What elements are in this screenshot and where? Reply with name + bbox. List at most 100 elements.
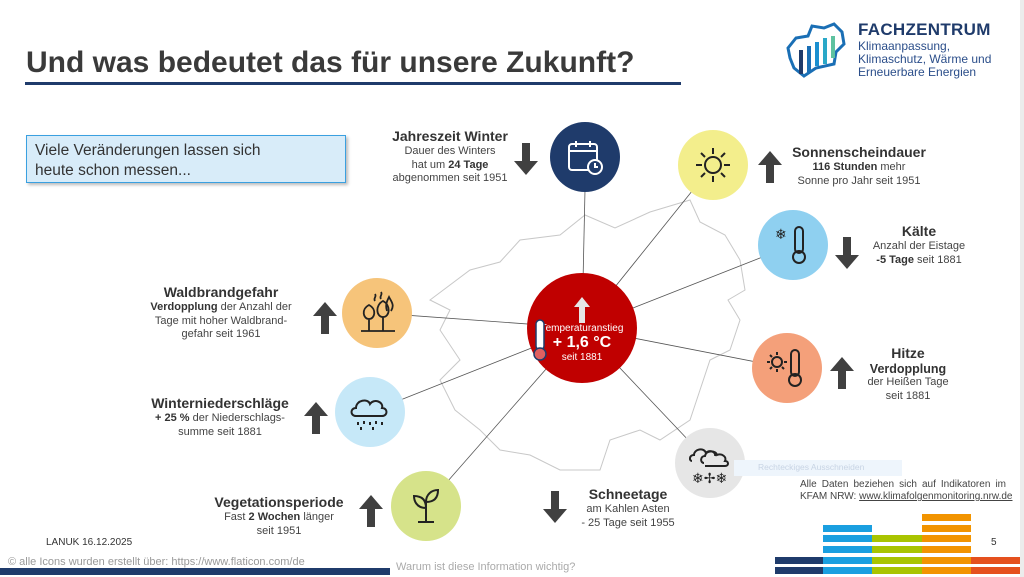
logo-text: FACHZENTRUM Klimaanpassung, Klimaschutz,… xyxy=(858,20,991,79)
indicator-vegetation: Vegetationsperiode Fast 2 Wochen länger … xyxy=(206,493,352,538)
bar-segment xyxy=(922,557,971,564)
up-arrow-icon xyxy=(830,357,854,389)
snow-cloud-icon: ❄✢❄ xyxy=(675,428,745,498)
rain-cloud-icon xyxy=(335,377,405,447)
indicator-winter: Jahreszeit Winter Dauer des Winters hat … xyxy=(388,127,512,186)
indicator-heading: Kälte xyxy=(901,223,937,239)
indicator-heat: Hitze Verdopplung der Heißen Tage seit 1… xyxy=(860,344,956,403)
right-edge xyxy=(1020,0,1024,577)
down-arrow-icon xyxy=(514,143,538,175)
footer-bar xyxy=(0,568,390,575)
indicator-text: seit 1951 xyxy=(256,524,302,537)
source-text: Alle Daten beziehen sich auf Indikatoren… xyxy=(800,479,1006,490)
svg-text:❄✢❄: ❄✢❄ xyxy=(692,470,727,485)
up-arrow-icon xyxy=(304,402,328,434)
center-since: seit 1881 xyxy=(561,352,603,363)
bar-segment xyxy=(922,535,971,542)
indicator-snow: Schneetage am Kahlen Asten - 25 Tage sei… xyxy=(568,485,688,530)
bar-segment xyxy=(823,557,872,564)
indicator-heading: Schneetage xyxy=(588,486,668,502)
bar-segment xyxy=(922,546,971,553)
indicator-heading: Vegetationsperiode xyxy=(214,494,344,510)
indicator-value: 2 Wochen xyxy=(248,511,301,523)
indicator-text: am Kahlen Asten xyxy=(586,503,670,515)
calendar-icon xyxy=(550,122,620,192)
indicator-text: abgenommen seit 1951 xyxy=(392,172,508,184)
indicator-text: Dauer des Winters xyxy=(404,145,496,157)
down-arrow-icon xyxy=(543,491,567,523)
svg-text:❄: ❄ xyxy=(775,226,787,242)
bar-segment xyxy=(823,535,872,542)
source-link[interactable]: www.klimafolgenmonitoring.nrw.de xyxy=(859,491,1013,502)
thermometer-hot-icon xyxy=(752,333,822,403)
indicator-rain: Winterniederschläge + 25 % der Niedersch… xyxy=(142,394,298,439)
up-arrow-icon xyxy=(313,302,337,334)
bar-segment xyxy=(823,567,872,574)
bar-segment xyxy=(823,525,872,532)
indicator-value: 116 Stunden xyxy=(812,161,878,173)
icon-credits: © alle Icons wurden erstellt über: https… xyxy=(8,556,305,568)
snipping-tooltip: Rechteckiges Ausschneiden xyxy=(734,460,902,476)
indicator-value: Verdopplung xyxy=(869,362,947,376)
up-arrow-icon xyxy=(359,495,383,527)
callout-line: heute schon messen... xyxy=(35,162,191,179)
nrw-map-outline xyxy=(429,199,746,471)
bar-segment xyxy=(872,567,922,574)
center-temperature-circle: Temperaturanstieg + 1,6 °C seit 1881 xyxy=(527,273,637,383)
footer-question[interactable]: Warum ist diese Information wichtig? xyxy=(396,561,576,573)
callout-line: Viele Veränderungen lassen sich xyxy=(35,142,261,159)
indicator-heading: Jahreszeit Winter xyxy=(392,128,508,144)
indicator-heading: Waldbrandgefahr xyxy=(163,284,279,300)
logo-name: FACHZENTRUM xyxy=(858,20,991,39)
indicator-text: der Niederschlags- xyxy=(189,412,285,424)
bar-segment xyxy=(823,546,872,553)
footer-date: LANUK 16.12.2025 xyxy=(46,537,133,548)
source-note: Alle Daten beziehen sich auf Indikatoren… xyxy=(800,479,1006,491)
indicator-text: seit 1881 xyxy=(914,253,962,266)
indicator-value: -5 Tage xyxy=(876,253,914,266)
source-line: KFAM NRW: www.klimafolgenmonitoring.nrw.… xyxy=(800,491,1013,502)
logo-line: Erneuerbare Energien xyxy=(858,65,977,79)
indicator-text: Tage mit hoher Waldbrand- xyxy=(154,314,288,327)
slide-title: Und was bedeutet das für unsere Zukunft? xyxy=(26,46,635,79)
indicator-heading: Sonnenscheindauer xyxy=(792,144,926,160)
indicator-text: mehr xyxy=(877,161,906,173)
logo-line: Klimaschutz, Wärme und xyxy=(858,52,992,66)
indicator-value: 24 Tage xyxy=(448,158,489,171)
bar-segment xyxy=(971,557,1020,564)
indicator-text: hat um xyxy=(411,158,449,171)
up-arrow-icon xyxy=(574,297,590,323)
thermometer-icon xyxy=(533,319,547,361)
indicator-text: Anzahl der Eistage xyxy=(872,240,966,252)
title-underline xyxy=(25,82,681,85)
forest-fire-icon xyxy=(342,278,412,348)
bar-segment xyxy=(922,567,971,574)
thermometer-cold-icon: ❄ xyxy=(758,210,828,280)
indicator-text: - 25 Tage seit 1955 xyxy=(581,516,675,529)
down-arrow-icon xyxy=(835,237,859,269)
indicator-cold: Kälte Anzahl der Eistage -5 Tage seit 18… xyxy=(866,222,972,267)
indicator-value: + 25 % xyxy=(155,412,190,424)
page-number: 5 xyxy=(991,537,997,548)
bar-segment xyxy=(872,546,922,553)
indicator-text: Sonne pro Jahr seit 1951 xyxy=(797,174,921,187)
up-arrow-icon xyxy=(758,151,782,183)
indicator-text: der Anzahl der xyxy=(217,301,292,313)
plant-icon xyxy=(391,471,461,541)
bar-segment xyxy=(922,525,971,532)
bar-segment xyxy=(922,514,971,521)
indicator-text: Fast xyxy=(224,511,249,523)
center-value: + 1,6 °C xyxy=(552,334,612,351)
logo-nrw-icon xyxy=(786,22,846,78)
indicator-fire: Waldbrandgefahr Verdopplung der Anzahl d… xyxy=(148,283,294,342)
bar-segment xyxy=(775,567,823,574)
source-prefix: KFAM NRW: xyxy=(800,491,860,502)
sun-icon xyxy=(678,130,748,200)
callout-box: Viele Veränderungen lassen sich heute sc… xyxy=(26,135,346,183)
indicator-heading: Hitze xyxy=(891,345,925,361)
logo-line: Klimaanpassung, xyxy=(858,39,951,53)
bar-segment xyxy=(971,567,1020,574)
indicator-text: der Heißen Tage xyxy=(867,376,949,388)
center-label: Temperaturanstieg xyxy=(540,323,624,334)
bar-segment xyxy=(775,557,823,564)
